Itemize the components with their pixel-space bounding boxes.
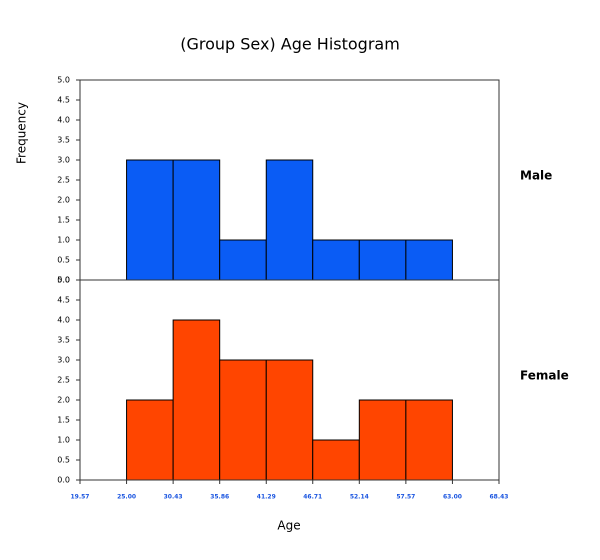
y-tick-label: 2.5 bbox=[57, 376, 70, 385]
y-tick-label: 0.5 bbox=[57, 256, 70, 265]
y-axis-label: Frequency bbox=[15, 102, 29, 164]
y-tick-label: 1.5 bbox=[57, 216, 70, 225]
y-tick-label: 0.0 bbox=[57, 276, 70, 285]
x-axis-label: Age bbox=[277, 519, 300, 533]
chart-title: (Group Sex) Age Histogram bbox=[180, 35, 400, 54]
x-tick-label: 41.29 bbox=[257, 494, 276, 501]
bar bbox=[358, 399, 407, 481]
bar bbox=[219, 239, 267, 281]
bar bbox=[265, 159, 314, 281]
bar bbox=[172, 319, 221, 481]
y-tick-label: 1.5 bbox=[57, 416, 70, 425]
bar bbox=[312, 439, 360, 481]
y-tick-label: 3.5 bbox=[57, 336, 70, 345]
y-tick-label: 1.0 bbox=[57, 436, 70, 445]
bar bbox=[405, 239, 453, 281]
y-tick-label: 4.5 bbox=[57, 96, 70, 105]
y-tick-label: 2.5 bbox=[57, 176, 70, 185]
y-tick-label: 2.0 bbox=[57, 196, 70, 205]
y-tick-label: 4.0 bbox=[57, 116, 70, 125]
bar bbox=[126, 159, 174, 281]
bar bbox=[126, 399, 174, 481]
x-tick-label: 25.00 bbox=[117, 494, 136, 501]
x-tick-label: 46.71 bbox=[303, 494, 322, 501]
x-tick-label: 57.57 bbox=[396, 494, 415, 501]
y-tick-label: 2.0 bbox=[57, 396, 70, 405]
bar bbox=[358, 239, 407, 281]
y-tick-label: 1.0 bbox=[57, 236, 70, 245]
panel-label: Female bbox=[520, 369, 569, 383]
x-tick-label: 63.00 bbox=[443, 494, 462, 501]
x-tick-label: 35.86 bbox=[210, 494, 229, 501]
y-tick-label: 0.5 bbox=[57, 456, 70, 465]
y-tick-label: 5.0 bbox=[57, 76, 70, 85]
bar bbox=[172, 159, 221, 281]
x-tick-label: 30.43 bbox=[164, 494, 183, 501]
y-tick-label: 5.0 bbox=[57, 276, 70, 285]
y-tick-label: 4.5 bbox=[57, 296, 70, 305]
panel-label: Male bbox=[520, 169, 552, 183]
bar bbox=[312, 239, 360, 281]
x-tick-label: 68.43 bbox=[490, 494, 509, 501]
bar bbox=[405, 399, 453, 481]
bar bbox=[219, 359, 267, 481]
y-tick-label: 4.0 bbox=[57, 316, 70, 325]
y-tick-label: 3.0 bbox=[57, 356, 70, 365]
bar bbox=[265, 359, 314, 481]
y-tick-label: 3.5 bbox=[57, 136, 70, 145]
x-tick-label: 19.57 bbox=[71, 494, 90, 501]
y-tick-label: 3.0 bbox=[57, 156, 70, 165]
y-tick-label: 0.0 bbox=[57, 476, 70, 485]
x-tick-label: 52.14 bbox=[350, 494, 369, 501]
